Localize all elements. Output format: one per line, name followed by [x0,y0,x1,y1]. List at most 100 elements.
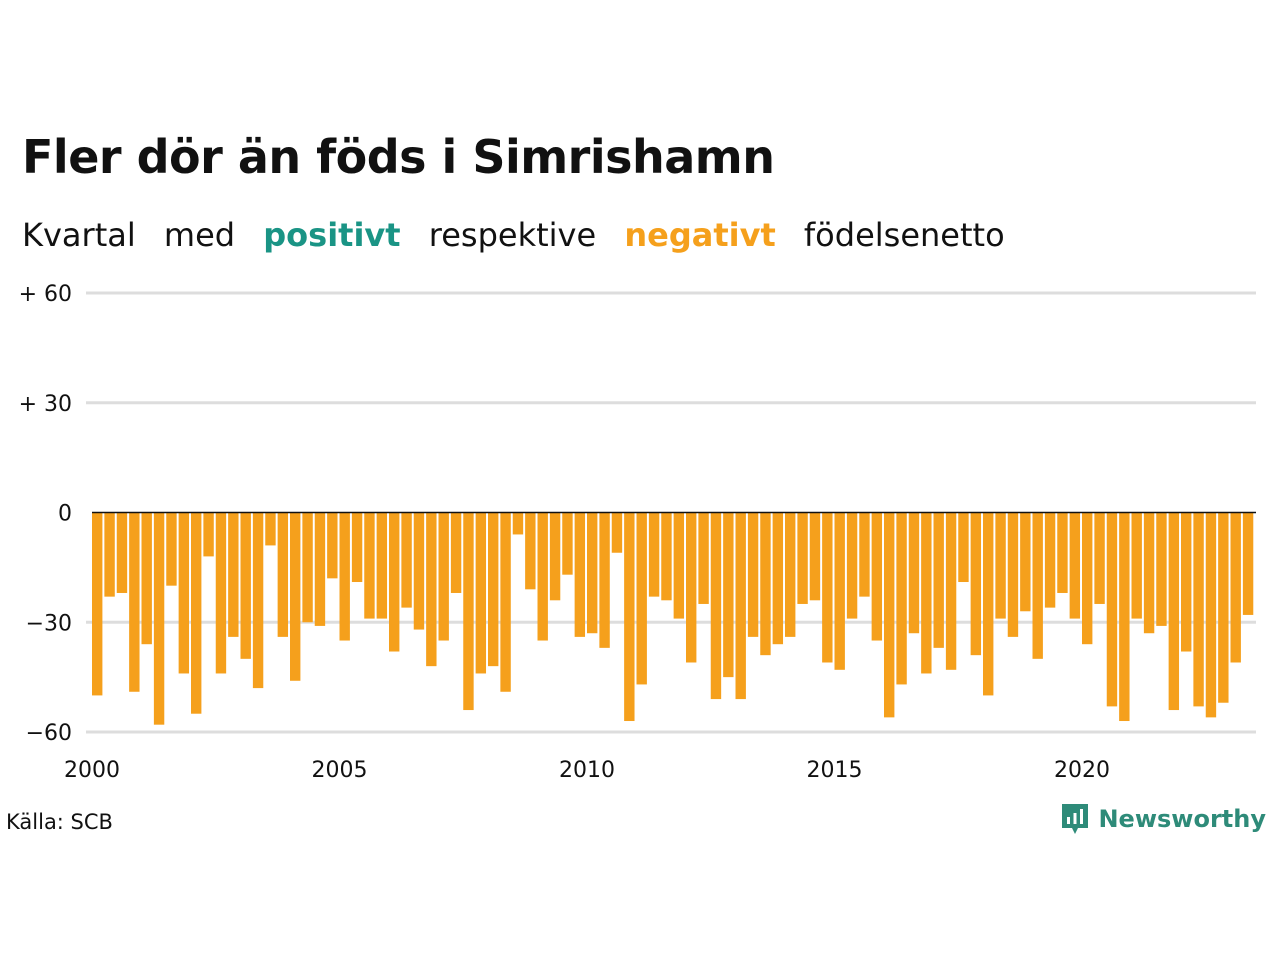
bar [1242,512,1254,615]
bar [945,512,957,670]
bar [908,512,920,634]
bar [735,512,746,700]
bar [710,512,722,700]
bar [463,512,474,711]
bar [1094,512,1105,604]
bar [698,512,709,604]
brand-logo[interactable]: Newsworthy [1060,802,1266,836]
bar [203,512,214,557]
bar [376,512,388,619]
bar [1156,512,1167,626]
y-tick-label: + 60 [19,282,72,307]
bar [587,512,598,634]
bar [537,512,548,641]
bar [389,512,400,652]
bar [1044,512,1056,608]
bar [661,512,672,601]
bar [1106,512,1118,707]
bar [648,512,660,597]
bar [785,512,796,637]
bar [129,512,140,692]
chart-subtitle: Kvartal med positivt respektive negativt… [22,216,1023,254]
bar [1143,512,1155,634]
bar [302,512,313,623]
bar [834,512,845,670]
bar [846,512,858,619]
bar [1082,512,1093,645]
axis-layer: + 60 + 30 0 −30 −60 2000 2005 2010 2015 2020 [19,282,1256,783]
bar [995,512,1006,619]
bar [549,512,561,601]
y-tick-label: −60 [26,721,72,746]
bar [636,512,647,685]
x-tick-label: 2010 [559,758,615,783]
bar [240,512,251,659]
subtitle-text: födelsenetto [803,216,1005,254]
newsworthy-logo-icon [1062,804,1089,834]
bar [1218,512,1229,703]
bar [1205,512,1217,718]
bar [958,512,969,583]
bar [104,512,115,597]
bar [970,512,982,656]
bar [351,512,363,583]
bar [153,512,165,725]
bar [797,512,808,604]
bar [116,512,128,593]
bar [1007,512,1019,637]
subtitle-text: med [163,216,236,254]
bar [426,512,437,667]
bar [1131,512,1142,619]
bar [141,512,152,645]
bar [983,512,994,696]
bar [488,512,499,667]
bar [859,512,870,597]
bar [327,512,338,579]
bar [896,512,907,685]
bar [1193,512,1204,707]
y-tick-label: + 30 [19,392,72,417]
x-tick-label: 2000 [64,758,120,783]
bar [611,512,623,553]
bar [760,512,771,656]
bar [166,512,177,586]
bar [1181,512,1192,652]
bar [884,512,895,718]
bar-layer [92,512,1254,725]
bar [809,512,821,601]
bar [1230,512,1241,663]
bar [1032,512,1043,659]
bar [772,512,784,645]
bar [450,512,462,593]
bar [673,512,685,619]
bar [277,512,289,637]
bar [1020,512,1031,612]
bar [624,512,635,722]
x-tick-label: 2015 [807,758,863,783]
bar [500,512,511,692]
bar [191,512,202,714]
bar [413,512,425,630]
bar [314,512,326,626]
bar [1119,512,1130,722]
bar [723,512,734,678]
bar [178,512,190,674]
bar [92,512,103,696]
bar-chart: + 60 + 30 0 −30 −60 2000 2005 2010 2015 2020 [19,282,1256,783]
bar [339,512,350,641]
bar [252,512,264,689]
bar [364,512,375,619]
bar [265,512,276,546]
brand-name: Newsworthy [1098,805,1266,833]
source-note: Källa: SCB [6,810,113,834]
subtitle-text: Kvartal [22,216,136,254]
y-tick-label: −30 [26,611,72,636]
bar [215,512,227,674]
bar [438,512,449,641]
bar [562,512,573,575]
subtitle-text: respektive [428,216,597,254]
bar [290,512,301,681]
chart-title: Fler dör än föds i Simrishamn [22,130,775,184]
subtitle-negative-label: negativt [624,216,776,254]
bar [933,512,944,648]
